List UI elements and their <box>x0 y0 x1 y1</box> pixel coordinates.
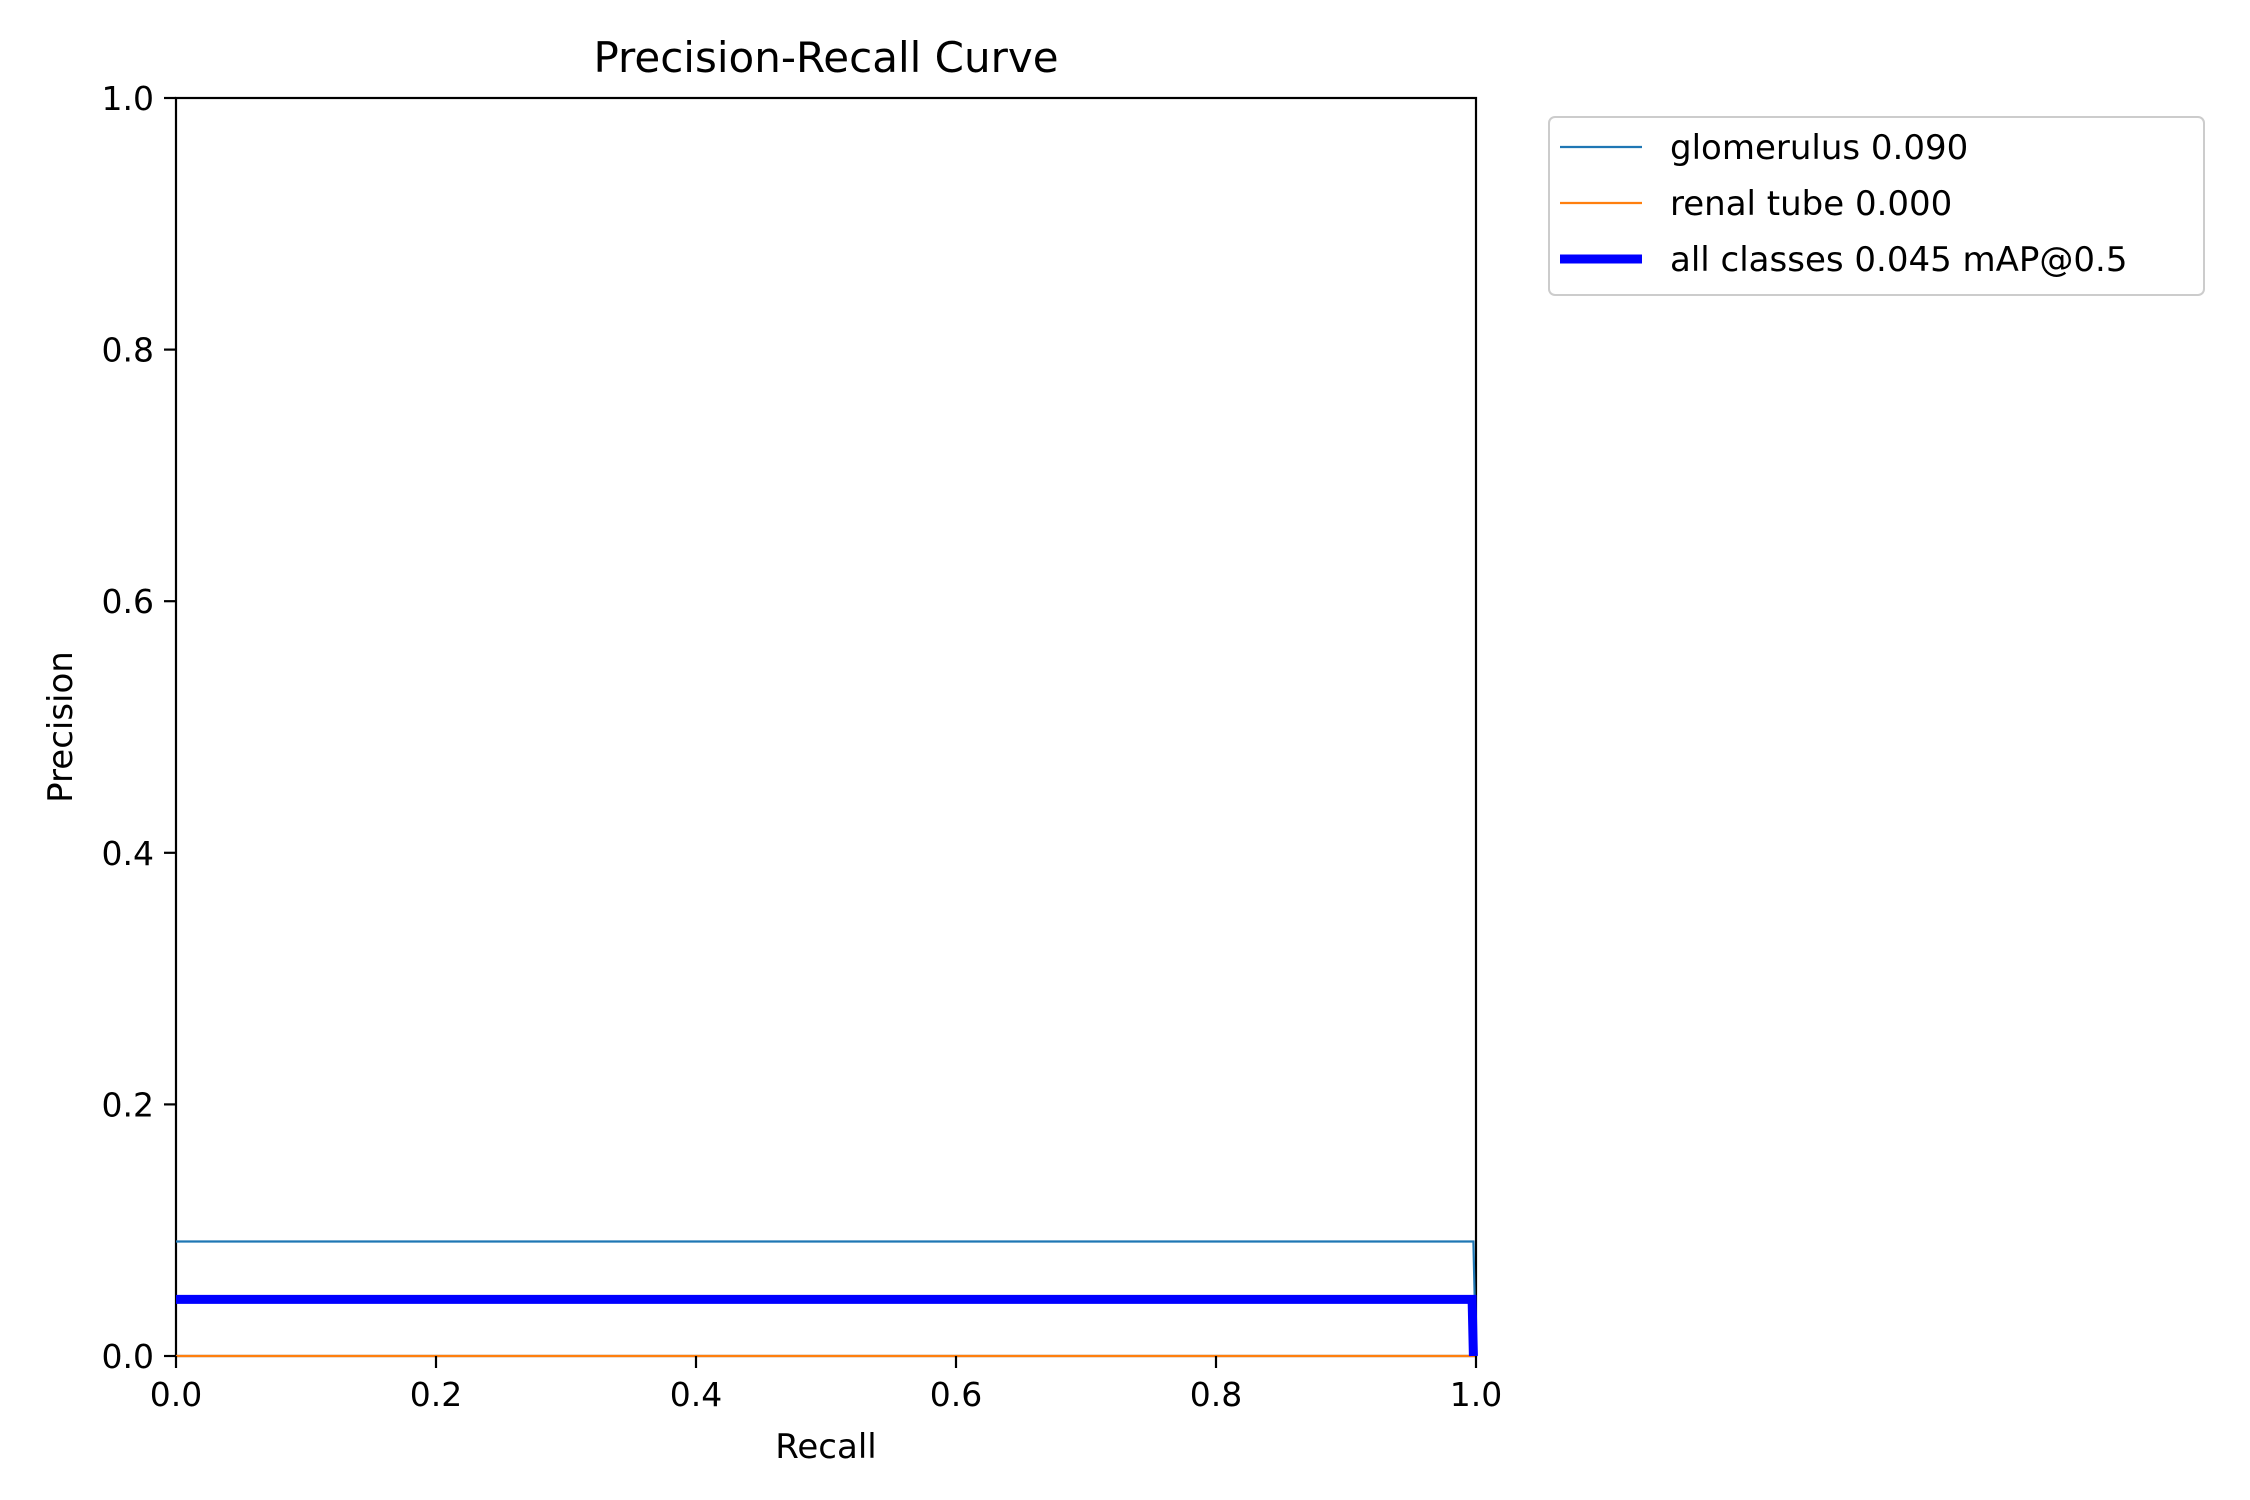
chart-title: Precision-Recall Curve <box>593 33 1058 82</box>
y-axis-ticks: 0.0 0.2 0.4 0.6 0.8 1.0 <box>102 79 176 1376</box>
legend-box <box>1548 116 2205 296</box>
y-tick-label: 0.0 <box>102 1337 154 1376</box>
series-line-2 <box>176 1294 1478 1357</box>
legend-label-1: renal tube 0.000 <box>1670 184 1952 224</box>
y-axis-label: Precision <box>41 651 81 803</box>
legend-items: glomerulus 0.090 renal tube 0.000 all clas… <box>1560 128 2127 280</box>
x-tick-label: 1.0 <box>1450 1375 1502 1414</box>
x-tick-label: 0.6 <box>930 1375 982 1414</box>
x-axis-ticks: 0.0 0.2 0.4 0.6 0.8 1.0 <box>150 1356 1502 1414</box>
x-tick-label: 0.2 <box>410 1375 462 1414</box>
y-tick-label: 0.8 <box>102 331 154 370</box>
x-axis-label: Recall <box>775 1427 876 1467</box>
y-tick-label: 1.0 <box>102 79 154 118</box>
series-layer <box>176 1240 1478 1358</box>
x-tick-label: 0.4 <box>670 1375 722 1414</box>
x-tick-label: 0.0 <box>150 1375 202 1414</box>
y-tick-label: 0.4 <box>102 834 154 873</box>
legend-label-2: all classes 0.045 mAP@0.5 <box>1670 240 2127 280</box>
legend-label-0: glomerulus 0.090 <box>1670 128 1968 168</box>
y-tick-label: 0.6 <box>102 582 154 621</box>
x-tick-label: 0.8 <box>1190 1375 1242 1414</box>
plot-area: 0.0 0.2 0.4 0.6 0.8 1.0 0.0 0.2 0.4 0.6 0.8 1.0 <box>102 79 1503 1414</box>
legend: glomerulus 0.090 renal tube 0.000 all clas… <box>1548 116 2205 296</box>
y-tick-label: 0.2 <box>102 1085 154 1124</box>
